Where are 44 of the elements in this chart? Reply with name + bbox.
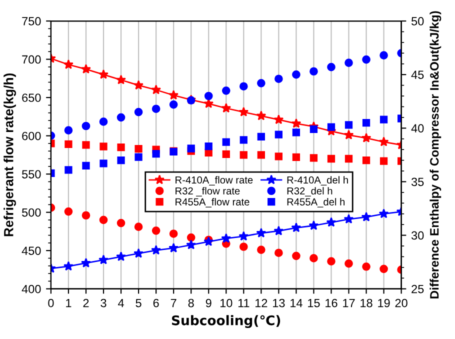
x-tick-label: 7: [170, 298, 176, 308]
y2-axis-title: Difference Enthalpy of Compressor In&Out(kJ/kg): [430, 11, 442, 298]
x-tick-label: 12: [256, 298, 268, 308]
x-tick-label: 6: [153, 298, 159, 308]
x-tick-label: 2: [83, 298, 89, 308]
x-tick-label: 1: [66, 298, 72, 308]
y-tick-label: 700: [22, 55, 41, 64]
y2-tick-label: 35: [411, 178, 424, 186]
x-tick-label: 8: [188, 298, 194, 308]
x-axis-title: Subcooling(℃): [172, 315, 280, 328]
x-tick-label: 0: [48, 298, 54, 308]
legend-label: R32_del h: [287, 187, 332, 196]
y-tick-label: 500: [22, 208, 41, 217]
x-tick-label: 10: [220, 298, 232, 308]
x-tick-label: 15: [308, 298, 320, 308]
x-tick-label: 11: [238, 298, 250, 308]
y2-tick-label: 40: [411, 124, 424, 133]
x-tick-label: 5: [136, 298, 142, 308]
y-tick-label: 750: [22, 17, 41, 26]
legend-label: R-410A_del h: [287, 176, 348, 186]
x-tick-label: 4: [118, 298, 124, 308]
y-axis-title: Refrigerant flow rate(kg/h): [4, 73, 16, 236]
y-tick-label: 450: [22, 246, 41, 255]
x-tick-label: 3: [100, 298, 106, 308]
x-tick-label: 20: [395, 298, 408, 308]
legend-label: R455A_flow rate: [176, 198, 250, 208]
y-tick-label: 600: [22, 132, 41, 140]
legend-label: R455A_del h: [287, 198, 345, 208]
legend-label: R32 _flow rate: [176, 187, 240, 196]
y-tick-label: 400: [22, 284, 41, 294]
x-tick-label: 18: [360, 298, 372, 308]
y2-tick-label: 50: [412, 17, 424, 26]
x-tick-label: 14: [290, 298, 302, 308]
y-tick-label: 550: [22, 170, 41, 178]
y2-tick-label: 30: [411, 231, 424, 240]
y2-tick-label: 25: [412, 284, 424, 294]
x-tick-label: 17: [343, 298, 355, 308]
legend-label: R-410A_flow rate: [176, 176, 253, 186]
x-tick-label: 16: [326, 298, 338, 308]
y-tick-label: 650: [22, 94, 41, 102]
x-tick-label: 9: [206, 298, 212, 308]
x-tick-label: 19: [378, 298, 390, 308]
x-tick-label: 13: [273, 298, 285, 308]
y2-tick-label: 45: [411, 70, 424, 79]
